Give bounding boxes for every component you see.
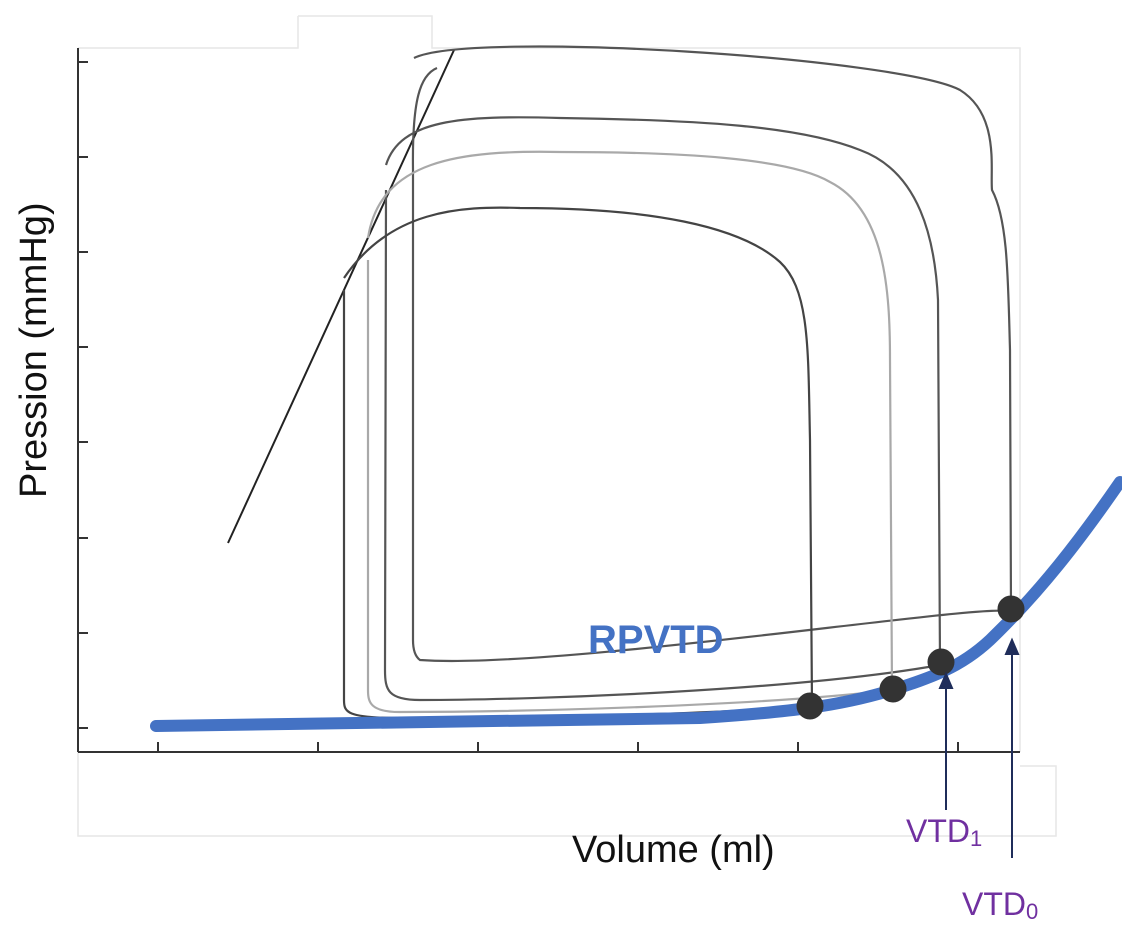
pv-loop-light: [366, 150, 894, 714]
edpvr-curve: [150, 476, 1122, 732]
end-diastolic-point: [997, 595, 1025, 623]
end-systolic-line: [227, 49, 455, 544]
end-diastolic-point: [879, 675, 907, 703]
pv-loop-small: [342, 206, 814, 720]
axes: [77, 48, 1020, 753]
end-diastolic-point: [927, 648, 955, 676]
x-ticks: [157, 742, 959, 752]
vtd-arrows: [938, 637, 1020, 858]
vtd1-label: VTD1: [906, 813, 982, 851]
vtd0-arrowhead: [1004, 637, 1020, 655]
y-axis-label: Pression (mmHg): [13, 202, 55, 498]
vtd0-subscript: 0: [1026, 899, 1038, 924]
vtd1-main: VTD: [906, 813, 970, 849]
vtd1-arrowhead: [938, 671, 954, 689]
x-axis-label: Volume (ml): [572, 829, 775, 871]
vtd0-main: VTD: [962, 886, 1026, 922]
pv-loop-large: [411, 45, 1013, 663]
background-frame: [77, 15, 1057, 837]
edpvr-label: RPVTD: [588, 618, 724, 662]
vtd0-label: VTD0: [962, 886, 1038, 924]
y-ticks: [78, 61, 88, 729]
pv-loop-medium: [383, 116, 942, 702]
vtd1-subscript: 1: [970, 826, 982, 851]
end-diastolic-points: [796, 595, 1025, 720]
end-diastolic-point: [796, 692, 824, 720]
